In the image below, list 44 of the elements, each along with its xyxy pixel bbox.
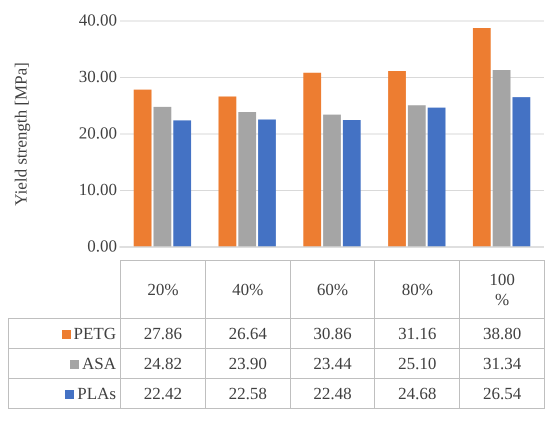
- data-label: 31.34: [460, 348, 544, 378]
- data-label: 22.48: [290, 378, 375, 408]
- y-tick-label: 20.00: [78, 123, 117, 142]
- bar: [303, 72, 322, 246]
- y-tick-label: 10.00: [78, 180, 117, 199]
- bar: [342, 120, 361, 246]
- bar: [238, 112, 256, 246]
- x-tick-label: 100 %: [460, 260, 544, 318]
- bar: [492, 70, 511, 246]
- data-label: 26.54: [460, 378, 544, 408]
- bar: [323, 114, 341, 246]
- x-tick-label: 20%: [120, 260, 206, 318]
- x-tick-label: 80%: [374, 260, 460, 318]
- data-label: 26.64: [205, 318, 290, 348]
- data-label: 24.82: [120, 348, 206, 378]
- bar: [218, 96, 236, 246]
- bar: [472, 28, 491, 246]
- y-tick-label: 40.00: [78, 10, 117, 30]
- x-tick-label: 60%: [290, 260, 375, 318]
- bar: [258, 119, 276, 246]
- data-label: 22.58: [205, 378, 290, 408]
- bar: [173, 120, 192, 246]
- y-axis-title: Yield strength [MPa]: [12, 62, 31, 206]
- data-label: 23.44: [290, 348, 375, 378]
- bar: [408, 105, 426, 246]
- y-tick-label: 30.00: [78, 67, 117, 86]
- data-label: 24.68: [374, 378, 460, 408]
- data-label: 30.86: [290, 318, 375, 348]
- bar: [388, 71, 406, 246]
- data-label: 38.80: [460, 318, 544, 348]
- bar: [153, 106, 172, 246]
- data-label: 27.86: [120, 318, 206, 348]
- bar: [134, 90, 152, 246]
- bar: [428, 108, 446, 246]
- data-label: 23.90: [205, 348, 290, 378]
- bar: [512, 97, 530, 246]
- legend-label: PLAs: [76, 384, 116, 402]
- data-label: 31.16: [374, 318, 460, 348]
- legend-label: PETG: [72, 324, 116, 342]
- y-tick-label: 0.00: [87, 236, 117, 256]
- x-tick-label: 40%: [205, 260, 290, 318]
- data-label: 22.42: [120, 378, 206, 408]
- legend-label: ASA: [80, 354, 116, 372]
- data-label: 25.10: [374, 348, 460, 378]
